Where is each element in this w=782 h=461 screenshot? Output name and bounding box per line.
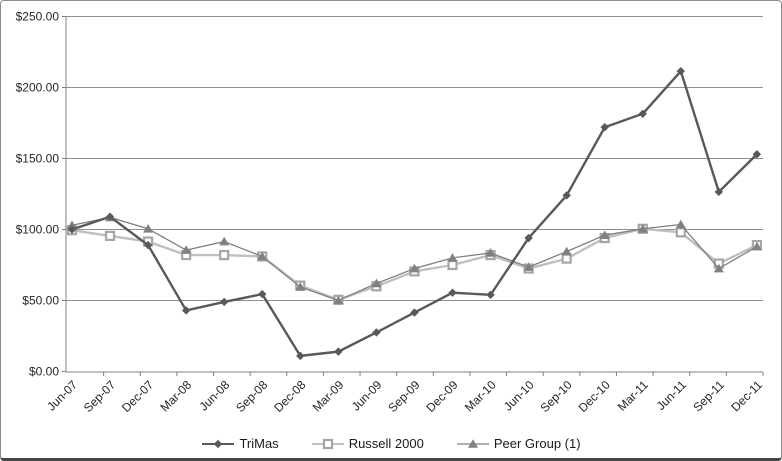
- x-tick-label: Mar-11: [615, 377, 651, 413]
- x-tick-label: Dec-11: [728, 377, 765, 414]
- x-tick-label: Sep-09: [385, 377, 422, 414]
- x-tick-label: Jun-08: [196, 377, 232, 413]
- x-tick-label: Mar-09: [310, 377, 347, 414]
- y-tick-label: $100.00: [16, 223, 60, 237]
- y-tick-label: $250.00: [16, 10, 60, 24]
- chart-legend: TriMas Russell 2000 Peer Group (1): [1, 436, 781, 451]
- legend-item-peer-group-1: Peer Group (1): [456, 436, 581, 451]
- x-tick-label: Mar-08: [157, 377, 194, 414]
- legend-item-russell-2000: Russell 2000: [311, 436, 424, 451]
- x-axis: Jun-07 Sep-07 Dec-07 Mar-08 Jun-08 Sep-08 Dec-…: [44, 372, 765, 415]
- triangle-legend-marker-icon: [456, 438, 489, 448]
- diamond-legend-marker-icon: [202, 439, 235, 448]
- x-tick-label: Dec-10: [576, 377, 613, 414]
- legend-label: Peer Group (1): [493, 436, 581, 451]
- y-tick-label: $150.00: [16, 152, 60, 166]
- y-axis: $0.00 $50.00 $100.00 $150.00 $200.00 $250.00: [16, 10, 66, 379]
- y-tick-label: $50.00: [22, 294, 59, 308]
- y-tick-label: $200.00: [16, 81, 60, 95]
- x-tick-label: Dec-07: [119, 377, 156, 414]
- x-tick-label: Sep-11: [690, 377, 727, 414]
- x-tick-label: Sep-08: [233, 377, 270, 414]
- x-tick-label: Dec-08: [271, 377, 308, 414]
- x-tick-label: Jun-10: [501, 377, 537, 413]
- y-tick-label: $0.00: [29, 365, 59, 379]
- x-tick-label: Sep-07: [81, 377, 118, 414]
- x-tick-label: Sep-10: [538, 377, 575, 414]
- legend-label: TriMas: [239, 436, 279, 451]
- x-tick-label: Dec-09: [423, 377, 460, 414]
- series-trimas: [67, 66, 762, 361]
- x-tick-label: Jun-11: [654, 377, 689, 412]
- x-tick-label: Jun-09: [349, 377, 385, 413]
- chart-plot-area: $0.00 $50.00 $100.00 $150.00 $200.00 $250.00 J…: [16, 10, 766, 415]
- open-square-legend-marker-icon: [311, 438, 344, 449]
- legend-label: Russell 2000: [348, 436, 424, 451]
- legend-item-trimas: TriMas: [201, 436, 279, 451]
- x-tick-label: Mar-10: [462, 377, 499, 414]
- x-tick-label: Jun-07: [44, 377, 80, 413]
- gridlines: [66, 16, 763, 301]
- series-peer-group-1: [67, 212, 762, 305]
